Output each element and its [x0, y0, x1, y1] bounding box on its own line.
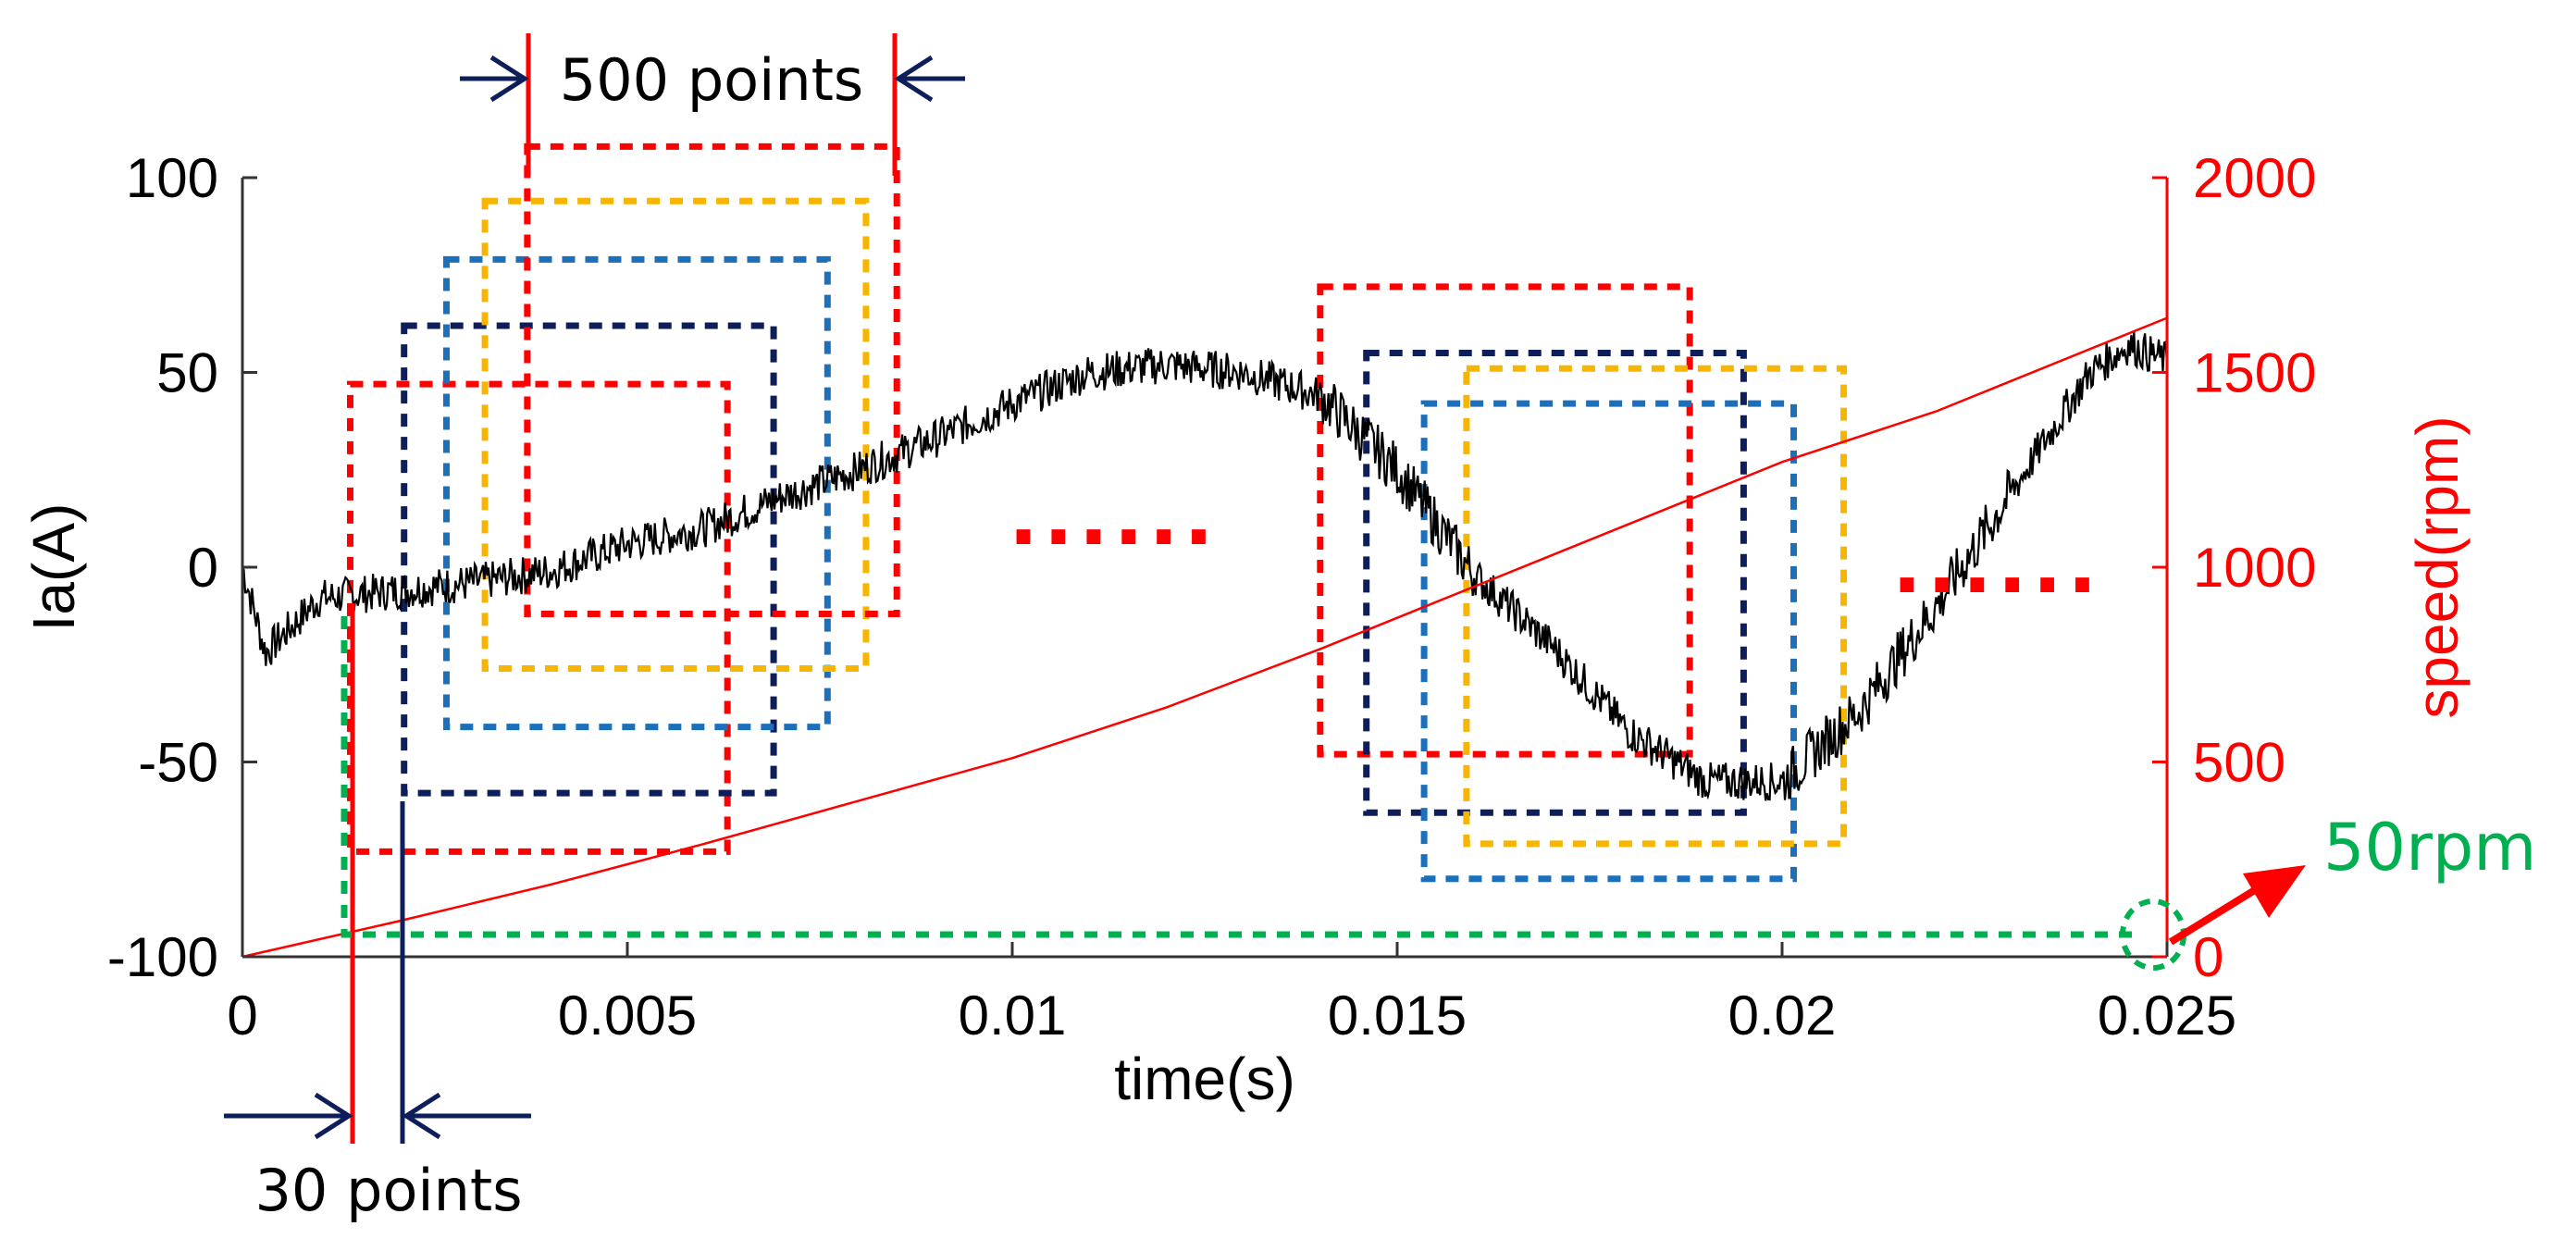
- window-box-7: [1363, 349, 1747, 816]
- y-left-tick-label: 100: [126, 147, 218, 209]
- left-axis-label: Ia(A): [20, 503, 87, 632]
- bottom-span-annotation: 30 points: [224, 603, 531, 1224]
- right-axis-label: speed(rpm): [2404, 415, 2471, 718]
- speed-note-arrow: [2168, 885, 2260, 946]
- window-box-6: [1317, 283, 1693, 758]
- y-right-tick-label: 2000: [2193, 147, 2316, 209]
- window-box-3: [442, 255, 831, 731]
- y-left-tick-label: 50: [156, 342, 218, 404]
- y-right-tick-label: 1000: [2193, 537, 2316, 599]
- top-span-right-arrowhead: [894, 55, 934, 103]
- y-left-tick-label: -100: [107, 926, 218, 988]
- top-span-label: 500 points: [560, 46, 863, 114]
- window-boxes: [346, 142, 1848, 883]
- y-right-tick-label: 1500: [2193, 342, 2316, 404]
- window-box-8: [1420, 400, 1797, 883]
- x-tick-label: 0.01: [959, 985, 1067, 1047]
- speed-note-arrowhead: [2243, 865, 2306, 918]
- x-tick-label: 0.02: [1728, 985, 1837, 1047]
- window-box-4: [481, 197, 870, 672]
- x-tick-label: 0: [227, 985, 257, 1047]
- x-tick-label: 0.005: [558, 985, 697, 1047]
- window-box-9: [1463, 365, 1848, 848]
- speed-baseline-marker: [341, 616, 2133, 938]
- axes: [241, 178, 2169, 959]
- window-box-5: [524, 142, 900, 618]
- y-right-tick-label: 500: [2193, 732, 2285, 794]
- speed-series-line: [242, 316, 2168, 959]
- ellipsis-left: ......: [1009, 472, 1219, 563]
- y-left-tick-label: -50: [138, 732, 218, 794]
- top-span-left-arrowhead: [489, 55, 529, 103]
- y-left-tick-label: 0: [188, 537, 218, 599]
- speed-note-label: 50rpm: [2323, 810, 2536, 886]
- window-box-2: [401, 322, 777, 797]
- bottom-span-label: 30 points: [254, 1157, 522, 1224]
- series-layer: [242, 316, 2169, 959]
- x-axis-label: time(s): [1114, 1046, 1295, 1112]
- y-right-tick-label: 0: [2193, 926, 2223, 988]
- speed-note-annotation: 50rpm: [341, 616, 2536, 971]
- window-box-1: [346, 380, 731, 855]
- tick-layer: 0 0.005 0.01 0.015 0.02 0.025100500-50-100200…: [107, 147, 2317, 1047]
- bottom-span-right-arrowhead: [402, 1092, 441, 1140]
- bottom-span-left-arrowhead: [314, 1092, 353, 1140]
- ellipsis-right: ......: [1892, 520, 2102, 611]
- current-series-line: [242, 330, 2169, 801]
- x-tick-label: 0.015: [1328, 985, 1467, 1047]
- x-tick-label: 0.025: [2098, 985, 2236, 1047]
- top-span-annotation: 500 points: [460, 33, 965, 176]
